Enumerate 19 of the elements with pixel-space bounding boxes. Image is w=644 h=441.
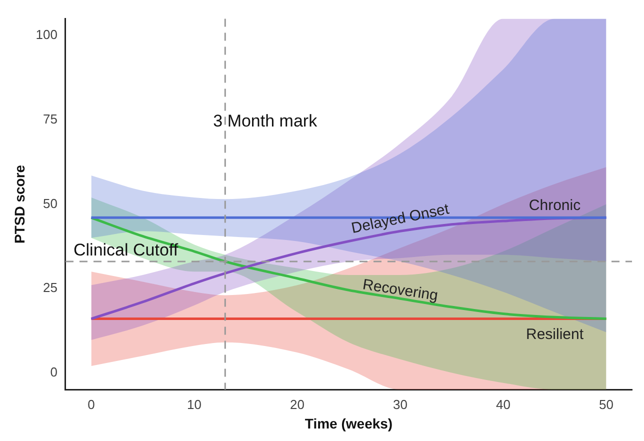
ref-line-label: 3 Month mark — [213, 112, 318, 131]
x-tick-label: 10 — [187, 396, 202, 412]
y-tick-label: 100 — [36, 27, 58, 42]
y-tick-label: 25 — [43, 280, 58, 296]
y-tick-label: 75 — [43, 112, 58, 127]
text: Delayed Onset — [350, 200, 452, 238]
x-tick-label: 0 — [88, 396, 95, 412]
y-tick-label: 50 — [43, 196, 58, 211]
text: Recovering — [362, 276, 440, 304]
y-tick-label: 0 — [50, 364, 58, 380]
x-tick-label: 30 — [393, 396, 408, 412]
x-axis-title: Time (weeks) — [304, 415, 393, 432]
series-label: Resilient — [526, 326, 584, 343]
series-label: Chronic — [528, 196, 582, 214]
x-tick-label: 20 — [290, 396, 304, 412]
ref-line-label: Clinical Cutoff — [73, 240, 178, 260]
y-axis-title: PTSD score — [11, 164, 28, 244]
x-tick-label: 40 — [496, 396, 510, 412]
x-tick-label: 50 — [599, 396, 614, 412]
